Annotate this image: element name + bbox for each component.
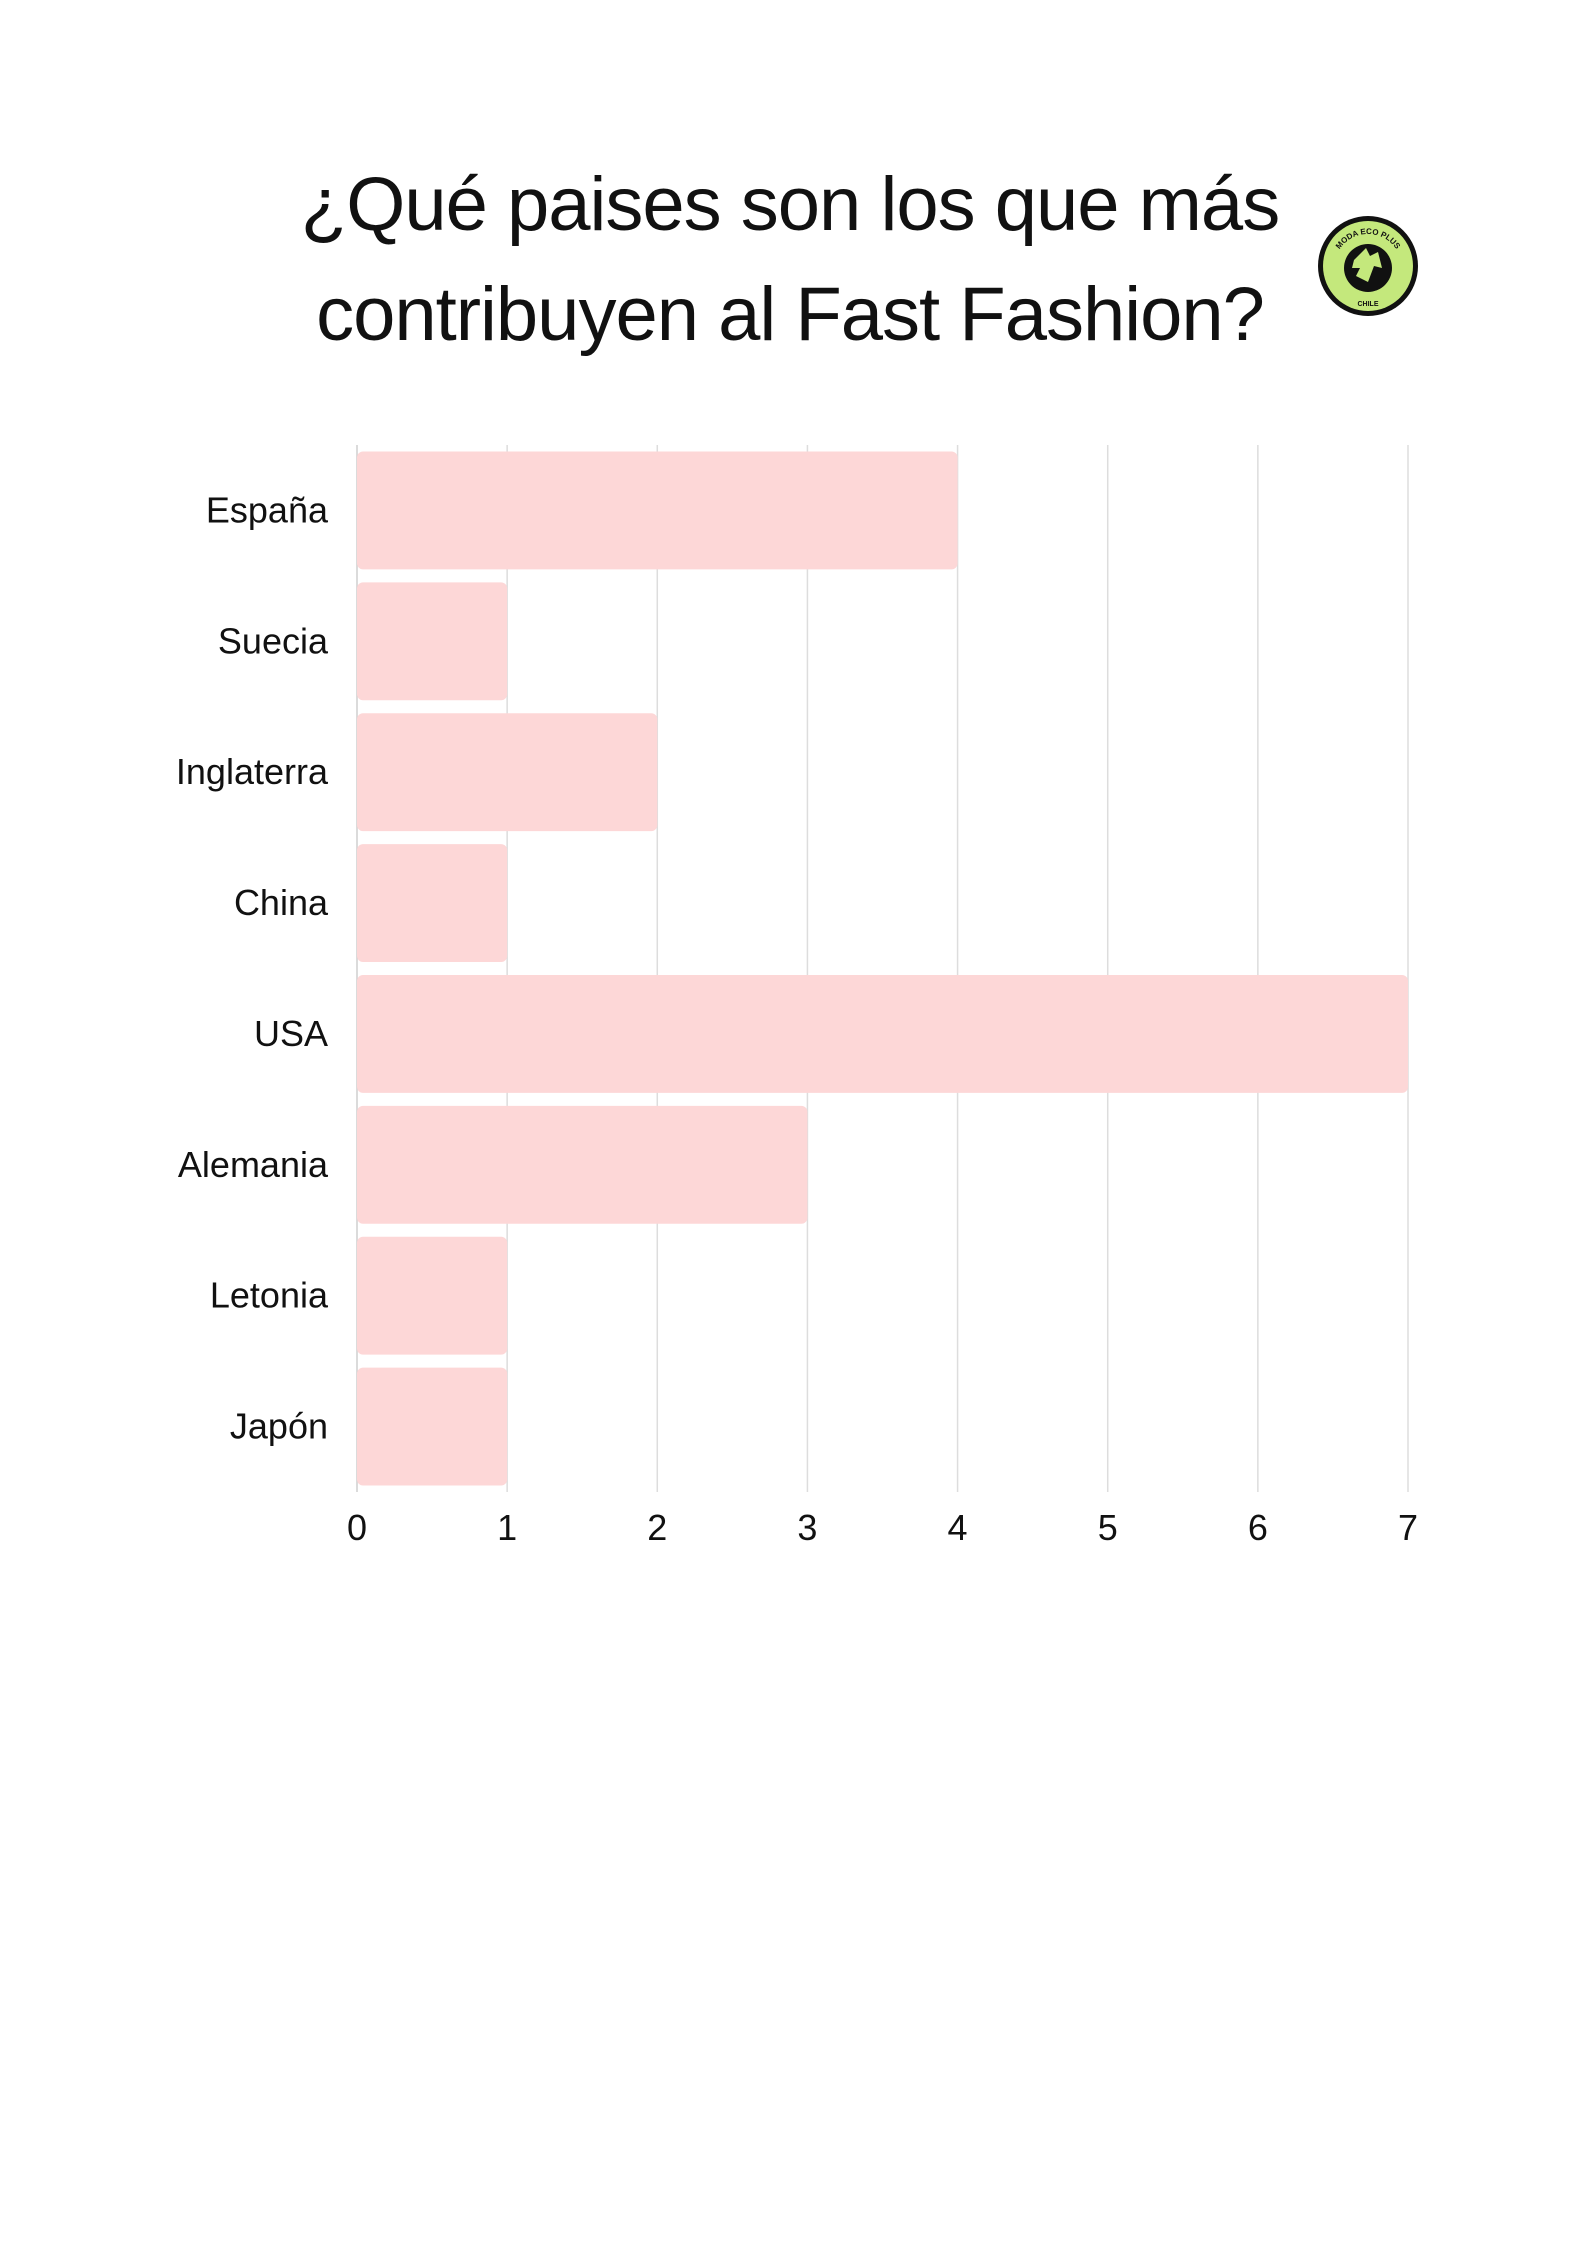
x-tick-label: 4 [948,1507,968,1548]
chart-title: ¿Qué paises son los que más contribuyen … [290,150,1290,370]
logo-text-bottom: CHILE [1358,301,1379,308]
bar-inglaterra [357,713,658,832]
category-label: China [234,882,329,923]
title-line-2: contribuyen al Fast Fashion? [316,272,1265,357]
category-label: Letonia [210,1275,329,1316]
bar-alemania [357,1105,808,1224]
category-labels: España Suecia Inglaterra China USA Alemania Le… [176,489,329,1446]
moda-eco-plus-logo: MODA ECO PLUS CHILE [1318,216,1418,316]
category-label: Alemania [178,1144,329,1185]
category-label: Inglaterra [176,751,329,792]
x-tick-labels: 0 1 2 3 4 5 6 7 [347,1507,1418,1548]
title-line-1: ¿Qué paises son los que más [300,162,1280,247]
category-label: Suecia [218,620,329,661]
bar-china [357,844,508,962]
bar-españa [357,451,958,570]
x-tick-label: 6 [1248,1507,1268,1548]
bar-suecia [357,582,508,701]
x-tick-label: 3 [797,1507,817,1548]
bars [357,451,1408,1486]
x-tick-label: 2 [647,1507,667,1548]
x-tick-label: 0 [347,1507,367,1548]
x-tick-label: 5 [1098,1507,1118,1548]
recycle-icon [1352,248,1382,282]
x-tick-label: 1 [497,1507,517,1548]
bar-usa [357,975,1408,1093]
grid-lines [356,445,1409,1492]
category-label: España [206,489,329,530]
category-label: Japón [230,1406,328,1447]
x-tick-label: 7 [1398,1507,1418,1548]
category-label: USA [254,1013,328,1054]
bar-letonia [357,1236,508,1355]
bar-japón [357,1367,508,1486]
